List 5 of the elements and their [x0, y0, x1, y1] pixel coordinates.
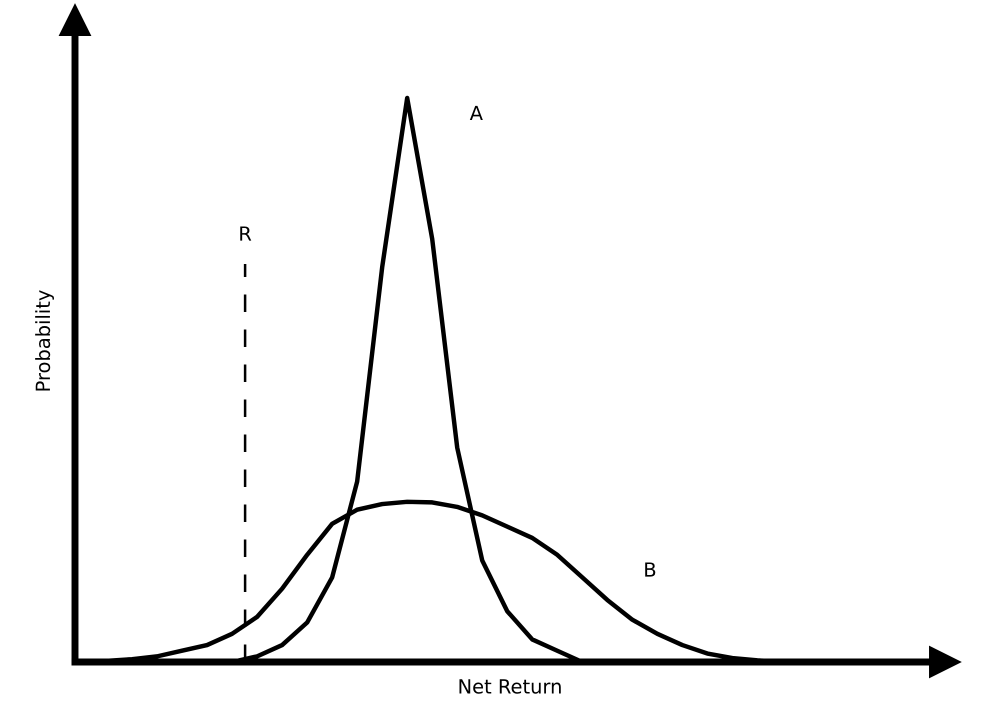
annotation: R [240, 226, 252, 241]
text: A [470, 106, 483, 120]
text: B [645, 562, 656, 577]
x-axis-title: Net Return [459, 679, 561, 694]
y-axis-title: Probability [35, 290, 54, 390]
